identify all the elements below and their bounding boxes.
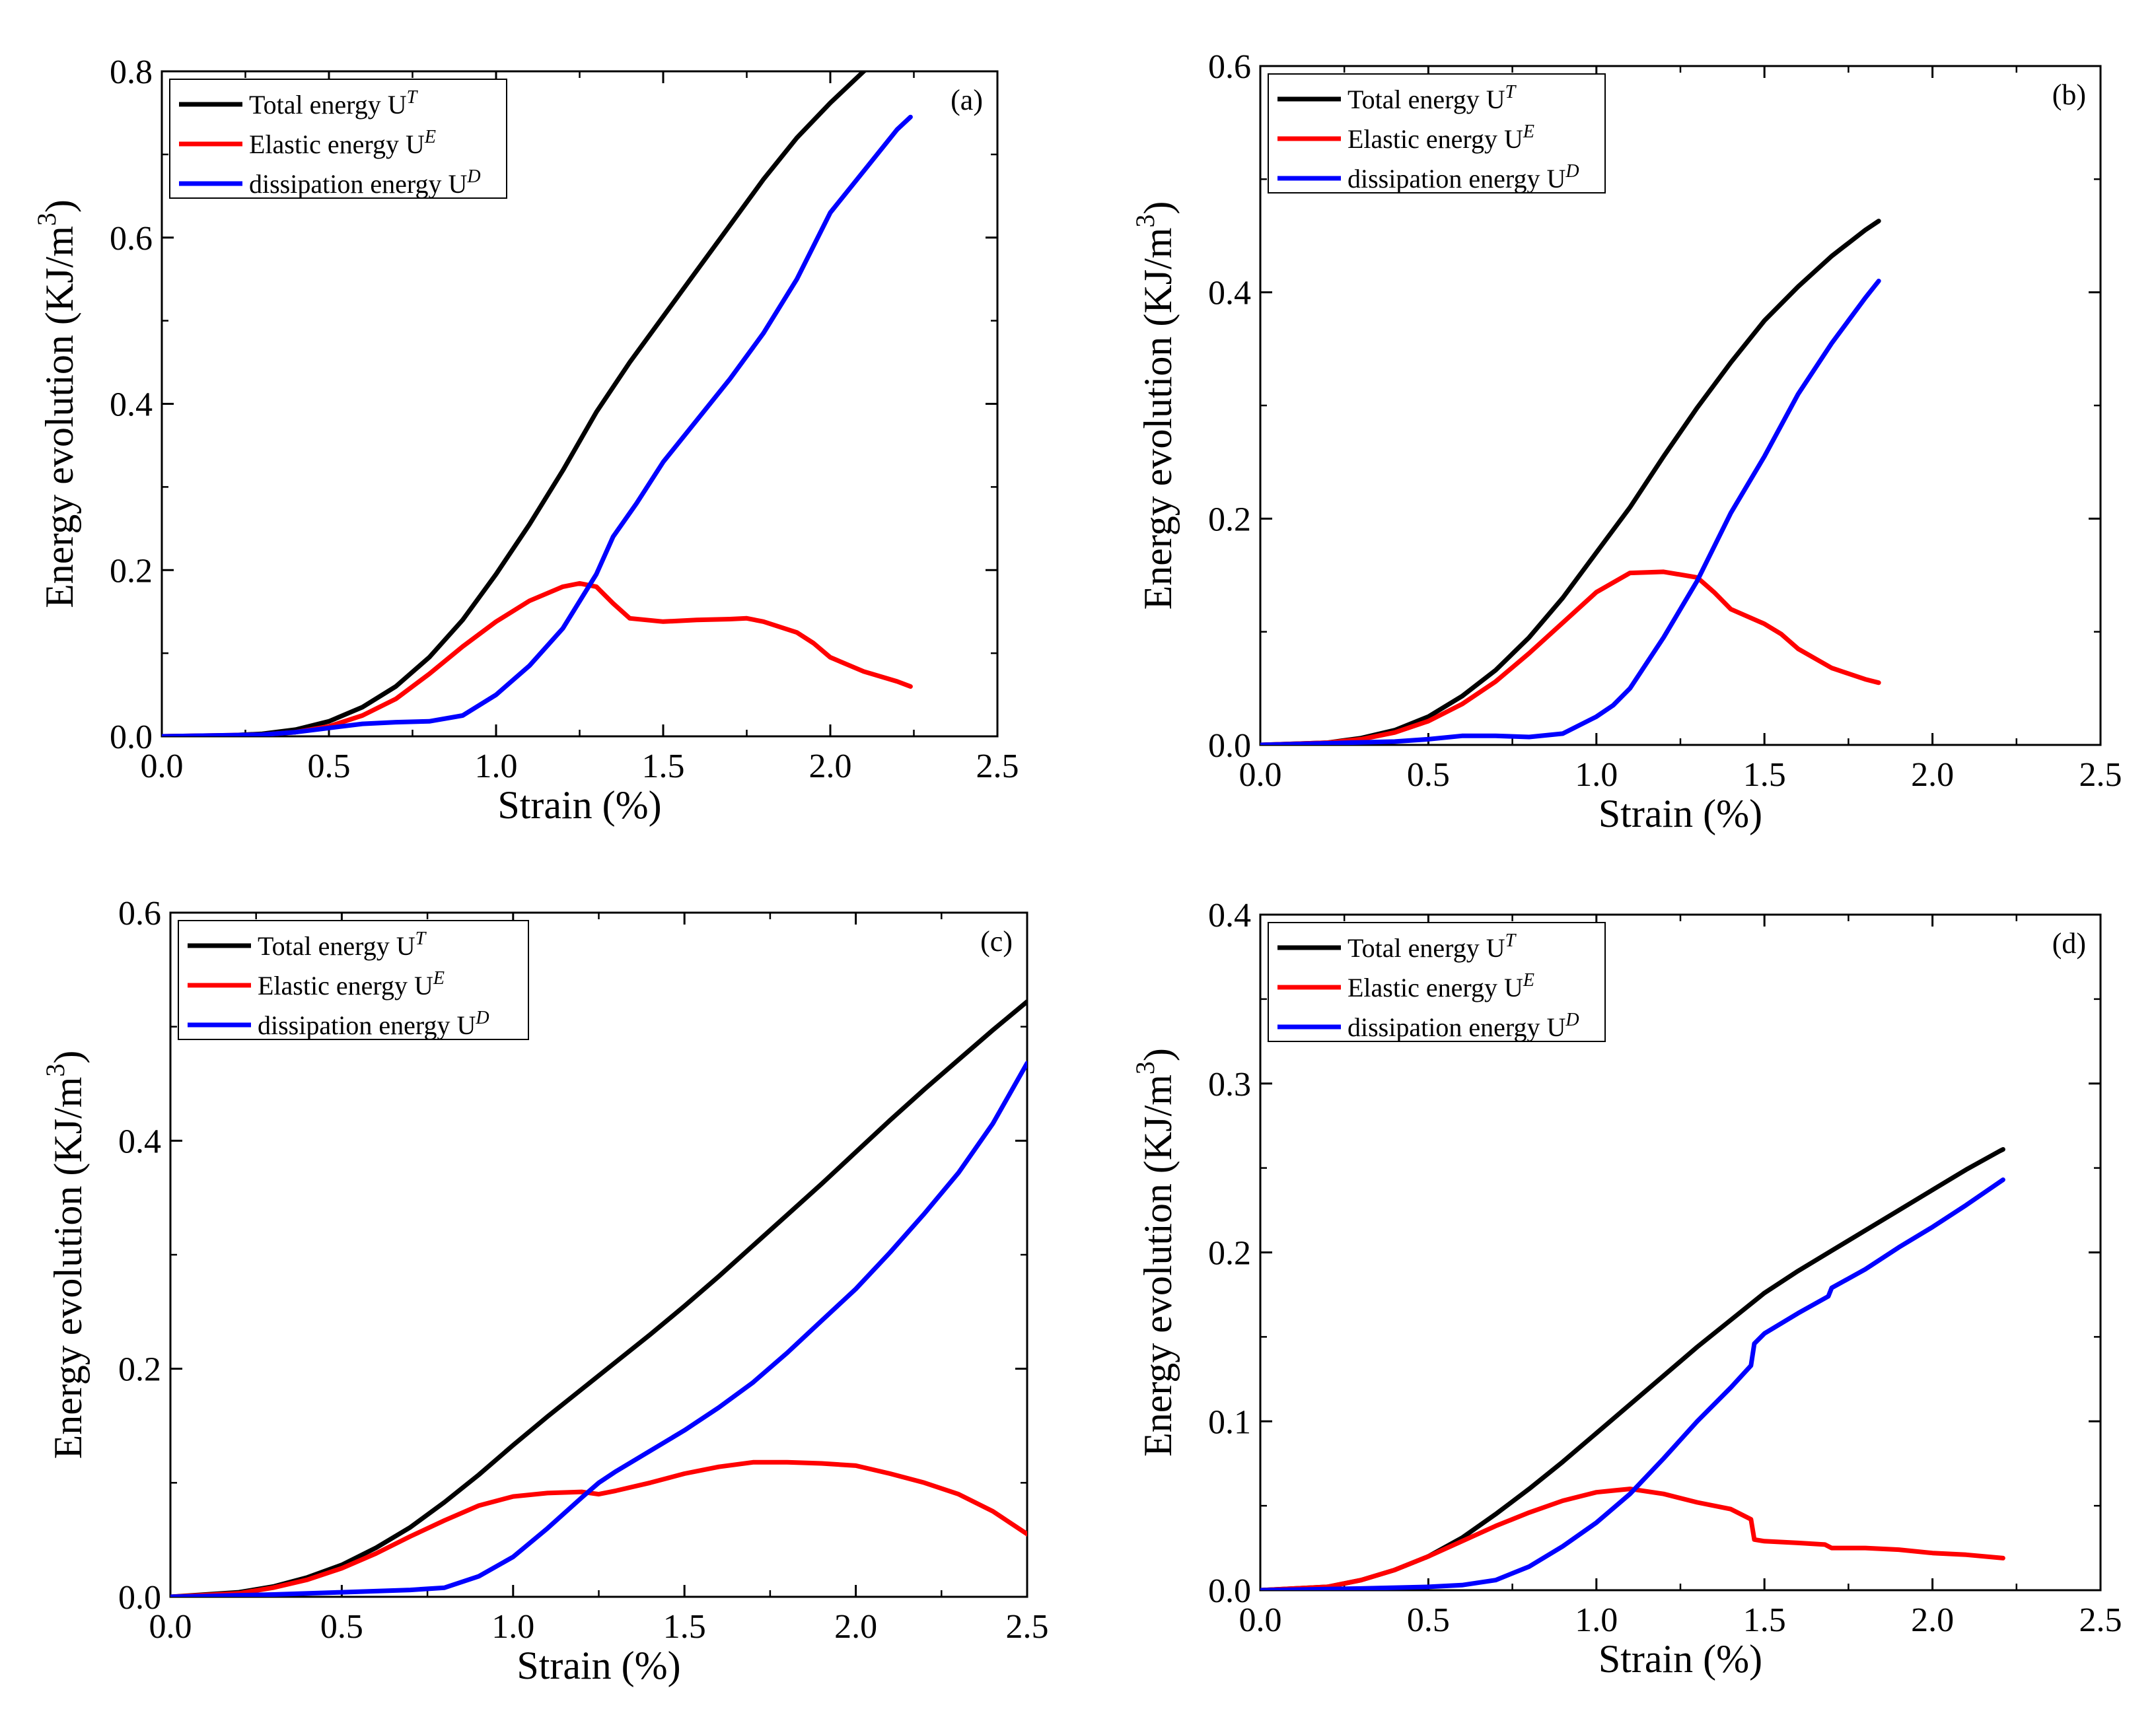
series-line-dissipation	[162, 114, 913, 736]
y-tick-label: 0.3	[1208, 1066, 1251, 1104]
y-tick-label: 0.2	[1208, 1235, 1251, 1273]
x-tick-label: 2.0	[1911, 756, 1954, 794]
legend-box	[1268, 73, 1606, 193]
x-tick-label: 0.0	[141, 748, 184, 785]
x-tick-label: 2.5	[976, 748, 1019, 785]
series-line-dissipation	[170, 1061, 1027, 1597]
x-tick-label: 1.0	[491, 1608, 534, 1646]
x-tick-label: 1.5	[663, 1608, 706, 1646]
chart-panel-a: 0.0 0.5 1.0 1.5 2.0 2.5 0.0 0.2 0.4 0.6 0.8 Strain …	[32, 53, 1019, 827]
panel-label: (a)	[951, 84, 983, 116]
y-tick-label: 0.6	[118, 895, 161, 932]
y-tick-label: 0.1	[1208, 1403, 1251, 1441]
x-tick-label: 1.0	[1575, 1601, 1618, 1639]
legend-entry: dissipation energy UD	[1348, 161, 1579, 193]
x-tick-label: 2.0	[834, 1608, 877, 1646]
series-line-elastic	[170, 1459, 1027, 1597]
series-line-dissipation	[1260, 1177, 2005, 1590]
x-axis-label: Strain (%)	[497, 783, 661, 827]
x-tick-label: 2.0	[809, 748, 852, 785]
legend-entry: dissipation energy UD	[1348, 1010, 1579, 1042]
legend-entry: dissipation energy UD	[258, 1008, 489, 1040]
y-tick-label: 0.0	[1208, 1572, 1251, 1610]
legend-entry: Elastic energy UE	[1348, 122, 1534, 154]
x-tick-label: 1.0	[1575, 756, 1618, 794]
panel-label: (b)	[2052, 79, 2086, 111]
x-axis-label: Strain (%)	[1599, 1637, 1762, 1681]
legend-entry: dissipation energy UD	[249, 166, 481, 199]
y-tick-label: 0.2	[1208, 501, 1251, 538]
legend: Total energy UT Elastic energy UE dissipat…	[1268, 922, 1606, 1042]
legend-box	[1268, 922, 1606, 1042]
x-tick-label: 1.0	[475, 748, 518, 785]
series-line-elastic	[162, 580, 913, 736]
panel-label: (d)	[2052, 927, 2086, 960]
legend-entry: Elastic energy UE	[249, 127, 436, 159]
legend-entry: Total energy UT	[258, 929, 427, 961]
legend-entry: Total energy UT	[1348, 82, 1517, 114]
legend-entry: Elastic energy UE	[1348, 970, 1534, 1002]
legend-box	[178, 920, 529, 1040]
y-tick-label: 0.6	[110, 220, 153, 258]
x-tick-label: 1.5	[1743, 1601, 1786, 1639]
y-axis-label: Energy evolution (KJ/m3)	[32, 199, 81, 608]
x-tick-label: 0.0	[1239, 1601, 1282, 1639]
x-tick-label: 0.0	[149, 1608, 192, 1646]
y-tick-label: 0.4	[1208, 275, 1251, 312]
x-tick-label: 2.0	[1911, 1601, 1954, 1639]
x-axis-label: Strain (%)	[1599, 792, 1762, 835]
x-tick-label: 0.0	[1239, 756, 1282, 794]
x-tick-label: 2.5	[2079, 756, 2122, 794]
y-tick-label: 0.0	[118, 1579, 161, 1617]
legend-box	[169, 79, 507, 199]
x-axis-label: Strain (%)	[517, 1644, 680, 1687]
series-line-total	[162, 71, 868, 736]
y-tick-label: 0.4	[110, 386, 153, 424]
y-tick-label: 0.4	[1208, 897, 1251, 934]
legend-entry: Elastic energy UE	[258, 968, 445, 1000]
y-tick-label: 0.0	[110, 718, 153, 756]
y-tick-label: 0.6	[1208, 48, 1251, 86]
x-tick-label: 0.5	[308, 748, 351, 785]
series-line-dissipation	[1260, 279, 1881, 745]
chart-panel-c: 0.0 0.5 1.0 1.5 2.0 2.5 0.0 0.2 0.4 0.6 Strain (%)…	[40, 895, 1049, 1687]
legend-entry: Total energy UT	[249, 87, 419, 120]
y-tick-label: 0.2	[110, 552, 153, 590]
legend: Total energy UT Elastic energy UE dissipat…	[169, 79, 507, 199]
x-tick-label: 0.5	[1407, 756, 1450, 794]
y-axis-label: Energy evolution (KJ/m3)	[1130, 1048, 1180, 1457]
y-axis-label: Energy evolution (KJ/m3)	[1130, 201, 1180, 610]
series-line-elastic	[1260, 569, 1881, 745]
y-axis-label: Energy evolution (KJ/m3)	[40, 1051, 90, 1459]
y-tick-label: 0.0	[1208, 727, 1251, 765]
series-line-total	[170, 999, 1027, 1597]
legend-entry: Total energy UT	[1348, 930, 1517, 963]
y-tick-label: 0.4	[118, 1123, 161, 1160]
x-tick-label: 1.5	[642, 748, 685, 785]
panel-label: (c)	[980, 925, 1013, 958]
series-line-elastic	[1260, 1487, 2005, 1590]
legend: Total energy UT Elastic energy UE dissipat…	[178, 920, 529, 1040]
y-tick-label: 0.2	[118, 1351, 161, 1389]
chart-panel-b: 0.0 0.5 1.0 1.5 2.0 2.5 0.0 0.2 0.4 0.6 Strain (%)…	[1130, 48, 2122, 835]
x-tick-label: 0.5	[320, 1608, 363, 1646]
x-tick-label: 2.5	[1006, 1608, 1049, 1646]
x-tick-label: 2.5	[2079, 1601, 2122, 1639]
x-tick-label: 1.5	[1743, 756, 1786, 794]
legend: Total energy UT Elastic energy UE dissipat…	[1268, 73, 1606, 193]
x-tick-label: 0.5	[1407, 1601, 1450, 1639]
y-tick-label: 0.8	[110, 53, 153, 91]
chart-panel-d: 0.0 0.5 1.0 1.5 2.0 2.5 0.0 0.1 0.2 0.3 0.4 Strain …	[1130, 897, 2122, 1681]
